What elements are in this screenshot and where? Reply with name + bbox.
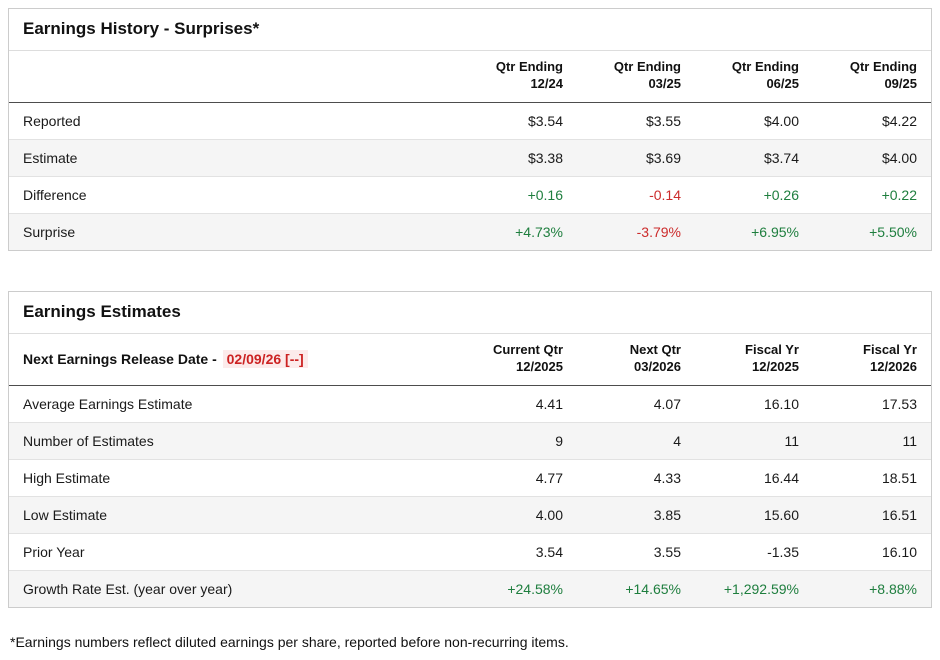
- low-estimate-value: 16.51: [881, 506, 917, 523]
- low-estimate-value: 4.00: [535, 506, 563, 523]
- high-estimate-value: 4.77: [535, 469, 563, 486]
- estimate-value: $3.38: [527, 149, 563, 166]
- average-estimate-value: 4.07: [653, 395, 681, 412]
- earnings-history-card: Earnings History - Surprises* Qtr Ending…: [8, 8, 932, 251]
- estimates-col-header-3: Fiscal Yr 12/2025: [695, 333, 813, 386]
- reported-value: $4.00: [763, 112, 799, 129]
- row-label: High Estimate: [23, 469, 111, 486]
- low-estimate-value: 15.60: [763, 506, 799, 523]
- estimates-col-header-2: Next Qtr 03/2026: [577, 333, 695, 386]
- table-row-number-of-estimates: Number of Estimates 9 4 11 11: [9, 422, 931, 460]
- history-col-header-2: Qtr Ending 03/25: [577, 51, 695, 103]
- estimate-value: $3.69: [645, 149, 681, 166]
- difference-value: -0.14: [649, 186, 681, 203]
- difference-value: +0.26: [763, 186, 799, 203]
- header-line2: 12/24: [530, 75, 563, 91]
- earnings-estimates-card: Earnings Estimates Next Earnings Release…: [8, 290, 932, 608]
- row-label: Prior Year: [23, 543, 85, 560]
- header-line1: Fiscal Yr: [863, 341, 917, 357]
- growth-rate-value: +1,292.59%: [723, 580, 799, 597]
- header-line1: Fiscal Yr: [745, 341, 799, 357]
- history-header-row: Qtr Ending 12/24 Qtr Ending 03/25 Qtr En…: [9, 51, 931, 103]
- row-label: Surprise: [23, 223, 76, 240]
- earnings-history-table: Qtr Ending 12/24 Qtr Ending 03/25 Qtr En…: [9, 51, 931, 250]
- header-line1: Qtr Ending: [849, 59, 917, 74]
- difference-value: +0.22: [881, 186, 917, 203]
- growth-rate-value: +24.58%: [507, 580, 563, 597]
- earnings-history-title: Earnings History - Surprises*: [9, 9, 931, 51]
- row-label: Average Earnings Estimate: [23, 395, 193, 412]
- low-estimate-value: 3.85: [653, 506, 681, 523]
- table-row-high-estimate: High Estimate 4.77 4.33 16.44 18.51: [9, 459, 931, 496]
- history-col-header-1: Qtr Ending 12/24: [459, 51, 577, 103]
- estimates-col-header-4: Fiscal Yr 12/2026: [813, 333, 931, 386]
- number-of-estimates-value: 11: [784, 432, 799, 449]
- average-estimate-value: 17.53: [881, 395, 917, 412]
- header-line2: 12/2026: [870, 358, 917, 374]
- prior-year-value: 3.55: [653, 543, 681, 560]
- header-line2: 03/2026: [634, 358, 681, 374]
- release-label: Next Earnings Release Date -: [23, 350, 217, 367]
- header-line2: 06/25: [766, 75, 799, 91]
- average-estimate-value: 16.10: [763, 395, 799, 412]
- growth-rate-value: +8.88%: [869, 580, 917, 597]
- prior-year-value: 3.54: [535, 543, 563, 560]
- table-row-surprise: Surprise +4.73% -3.79% +6.95% +5.50%: [9, 213, 931, 250]
- header-line1: Qtr Ending: [613, 59, 681, 74]
- earnings-estimates-table: Next Earnings Release Date - 02/09/26 [-…: [9, 333, 931, 607]
- header-line1: Qtr Ending: [731, 59, 799, 74]
- prior-year-value: 16.10: [881, 543, 917, 560]
- header-line1: Current Qtr: [492, 341, 563, 357]
- row-label: Estimate: [23, 149, 78, 166]
- reported-value: $3.55: [645, 112, 681, 129]
- next-earnings-release: Next Earnings Release Date - 02/09/26 [-…: [9, 333, 459, 386]
- surprise-value: -3.79%: [636, 223, 681, 240]
- table-row-low-estimate: Low Estimate 4.00 3.85 15.60 16.51: [9, 496, 931, 534]
- number-of-estimates-value: 4: [673, 432, 681, 449]
- header-line1: Qtr Ending: [495, 59, 563, 74]
- row-label: Number of Estimates: [23, 432, 154, 449]
- row-label: Growth Rate Est. (year over year): [23, 580, 233, 597]
- estimates-col-header-1: Current Qtr 12/2025: [459, 333, 577, 386]
- prior-year-value: -1.35: [767, 543, 799, 560]
- row-label: Reported: [23, 112, 81, 129]
- table-row-reported: Reported $3.54 $3.55 $4.00 $4.22: [9, 102, 931, 139]
- header-line2: 03/25: [648, 75, 681, 91]
- difference-value: +0.16: [527, 186, 563, 203]
- high-estimate-value: 4.33: [653, 469, 681, 486]
- table-row-difference: Difference +0.16 -0.14 +0.26 +0.22: [9, 176, 931, 213]
- surprise-value: +6.95%: [751, 223, 799, 240]
- table-row-growth-rate: Growth Rate Est. (year over year) +24.58…: [9, 570, 931, 607]
- history-header-spacer: [9, 51, 459, 103]
- high-estimate-value: 18.51: [881, 469, 917, 486]
- table-row-average-estimate: Average Earnings Estimate 4.41 4.07 16.1…: [9, 385, 931, 422]
- header-line2: 12/2025: [516, 358, 563, 374]
- table-row-estimate: Estimate $3.38 $3.69 $3.74 $4.00: [9, 139, 931, 177]
- estimates-header-row: Next Earnings Release Date - 02/09/26 [-…: [9, 333, 931, 386]
- reported-value: $3.54: [527, 112, 563, 129]
- surprise-value: +5.50%: [869, 223, 917, 240]
- number-of-estimates-value: 9: [555, 432, 563, 449]
- average-estimate-value: 4.41: [535, 395, 563, 412]
- earnings-footnote: *Earnings numbers reflect diluted earnin…: [10, 633, 569, 650]
- header-line2: 09/25: [884, 75, 917, 91]
- estimate-value: $4.00: [881, 149, 917, 166]
- row-label: Difference: [23, 186, 87, 203]
- row-label: Low Estimate: [23, 506, 108, 523]
- header-line2: 12/2025: [752, 358, 799, 374]
- estimate-value: $3.74: [763, 149, 799, 166]
- header-line1: Next Qtr: [629, 341, 681, 357]
- history-col-header-3: Qtr Ending 06/25: [695, 51, 813, 103]
- release-date: 02/09/26 [--]: [222, 349, 308, 368]
- table-row-prior-year: Prior Year 3.54 3.55 -1.35 16.10: [9, 533, 931, 570]
- number-of-estimates-value: 11: [902, 432, 917, 449]
- growth-rate-value: +14.65%: [625, 580, 681, 597]
- reported-value: $4.22: [881, 112, 917, 129]
- surprise-value: +4.73%: [515, 223, 563, 240]
- earnings-estimates-title: Earnings Estimates: [9, 292, 931, 334]
- history-col-header-4: Qtr Ending 09/25: [813, 51, 931, 103]
- high-estimate-value: 16.44: [763, 469, 799, 486]
